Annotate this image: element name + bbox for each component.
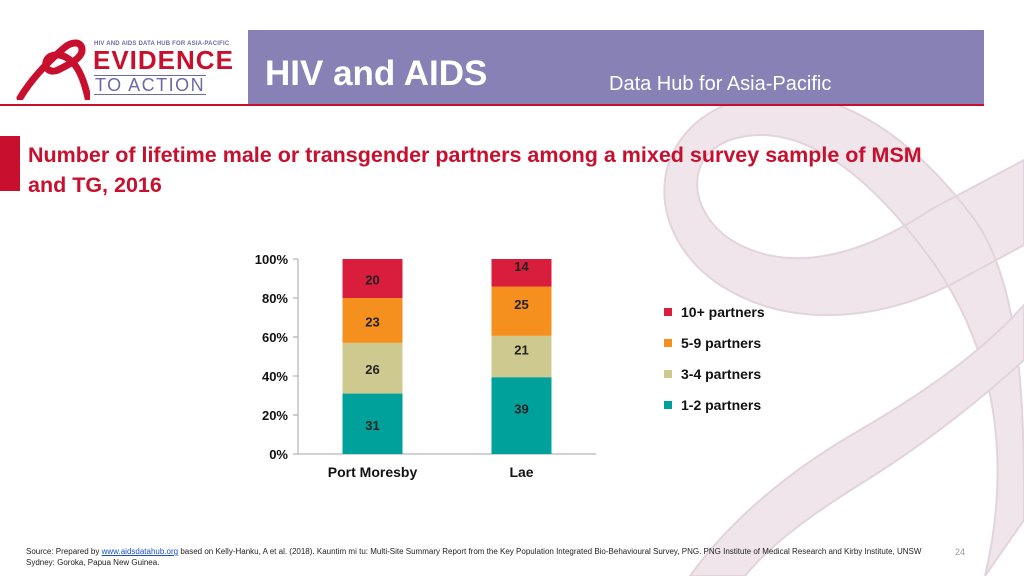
- bar-segment: [491, 377, 552, 454]
- bar-segment: [491, 259, 552, 287]
- red-ribbon-icon: [16, 39, 90, 100]
- y-tick-label: 100%: [255, 252, 289, 267]
- data-label: 14: [514, 259, 529, 274]
- legend-label: 5-9 partners: [681, 335, 762, 351]
- x-tick-label: Port Moresby: [328, 464, 418, 480]
- bar-segment: [491, 286, 552, 336]
- bar-segment: [491, 335, 552, 378]
- header-divider: [0, 104, 984, 106]
- logo: HIV AND AIDS DATA HUB FOR ASIA-PACIFIC E…: [0, 30, 248, 104]
- y-tick-label: 20%: [262, 408, 288, 423]
- data-label: 26: [365, 362, 379, 377]
- logo-tagline: HIV AND AIDS DATA HUB FOR ASIA-PACIFIC: [94, 41, 230, 47]
- data-label: 25: [514, 297, 528, 312]
- page-number: 24: [955, 547, 966, 557]
- y-tick-label: 0%: [269, 447, 288, 462]
- legend-label: 1-2 partners: [681, 397, 762, 413]
- bar-segment: [342, 298, 403, 343]
- legend-swatch: [664, 370, 672, 378]
- data-label: 21: [514, 343, 528, 358]
- title-marker: [0, 136, 20, 191]
- legend-swatch: [664, 308, 672, 316]
- logo-to-action: TO ACTION: [94, 75, 207, 95]
- header-title: HIV and AIDS: [265, 54, 488, 93]
- data-label: 20: [365, 273, 379, 288]
- source-prefix: Source: Prepared by: [26, 547, 102, 556]
- legend-label: 3-4 partners: [681, 366, 762, 382]
- logo-evidence: EVIDENCE: [93, 45, 234, 75]
- bar-segment: [342, 259, 403, 298]
- y-tick-label: 40%: [262, 369, 288, 384]
- header-subtitle: Data Hub for Asia-Pacific: [609, 73, 832, 95]
- bar-segment: [342, 393, 403, 454]
- header-bar: HIV AND AIDS DATA HUB FOR ASIA-PACIFIC E…: [0, 30, 984, 104]
- x-tick-label: Lae: [509, 464, 533, 480]
- legend-swatch: [664, 401, 672, 409]
- source-note: Source: Prepared by www.aidsdatahub.org …: [26, 546, 936, 568]
- data-label: 23: [365, 314, 379, 329]
- bar-segment: [342, 342, 403, 394]
- y-tick-label: 80%: [262, 291, 288, 306]
- data-label: 39: [514, 402, 528, 417]
- legend-label: 10+ partners: [681, 304, 765, 320]
- source-link[interactable]: www.aidsdatahub.org: [101, 547, 179, 556]
- legend-swatch: [664, 339, 672, 347]
- source-suffix: based on Kelly-Hanku, A et al. (2018). K…: [26, 547, 922, 567]
- slide-title: Number of lifetime male or transgender p…: [28, 143, 922, 197]
- y-tick-label: 60%: [262, 330, 288, 345]
- data-label: 31: [365, 418, 379, 433]
